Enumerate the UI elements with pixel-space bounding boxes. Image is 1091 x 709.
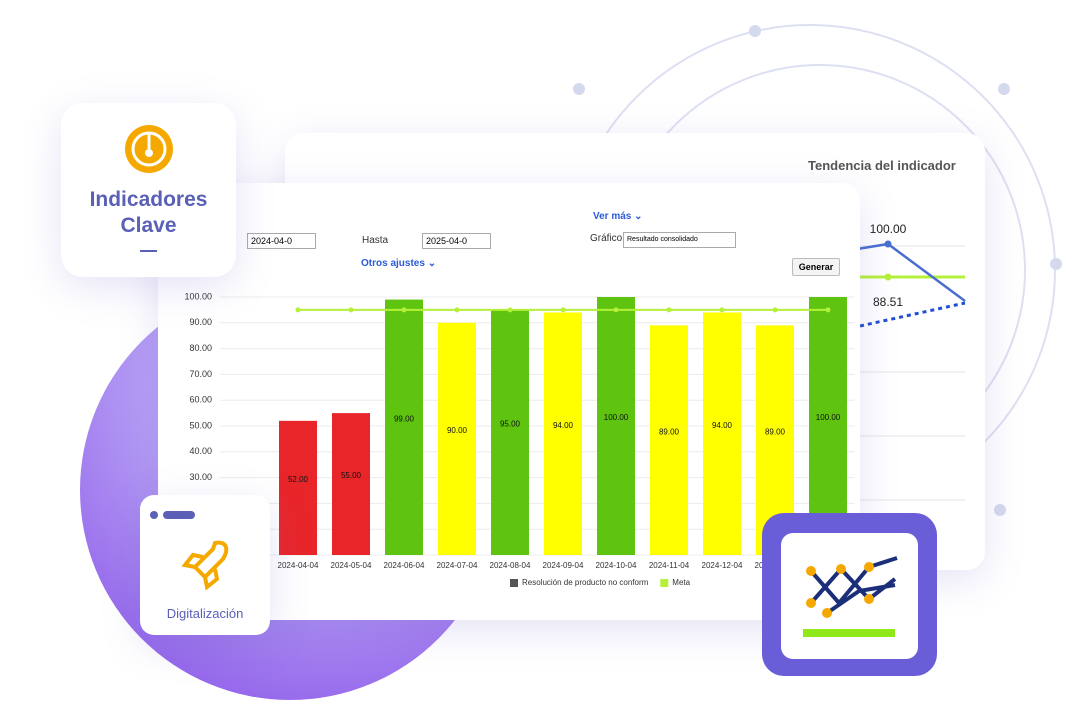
legend-label: Resolución de producto no conform <box>522 578 649 587</box>
to-date[interactable]: 2025-04-0 <box>422 233 491 249</box>
dot <box>573 83 585 95</box>
x-tick-label: 2024-06-04 <box>384 561 425 570</box>
meta-point <box>719 307 725 313</box>
y-tick-label: 40.00 <box>189 446 212 456</box>
icon-inner <box>781 533 918 659</box>
x-tick-label: 2024-08-04 <box>490 561 531 570</box>
x-tick-label: 2024-05-04 <box>331 561 372 570</box>
value-label: 89.00 <box>765 427 786 436</box>
y-tick-label: 30.00 <box>189 472 212 482</box>
badge-title: Digitalización <box>166 606 244 621</box>
rocket-icon <box>181 540 229 591</box>
chart-select[interactable]: Resultado consolidado <box>623 232 736 248</box>
x-tick-label: 2024-07-04 <box>437 561 478 570</box>
x-tick-label: 2024-04-04 <box>278 561 319 570</box>
y-tick-label: 60.00 <box>189 395 212 405</box>
legend-swatch <box>660 579 669 587</box>
meta-point <box>825 307 831 313</box>
bar <box>438 322 476 555</box>
to-label: Hasta <box>362 235 389 246</box>
pill <box>163 511 195 519</box>
value-label: 52.00 <box>288 475 309 484</box>
value-label: 95.00 <box>500 420 521 429</box>
link-text: Ver más <box>593 211 632 222</box>
value-label: 100.00 <box>816 413 841 422</box>
trend-point <box>884 273 892 281</box>
more-link[interactable]: Ver más ⌄ <box>593 211 643 222</box>
y-tick-label: 80.00 <box>189 343 212 353</box>
meta-point <box>772 307 778 313</box>
meta-point <box>666 307 672 313</box>
trend-forecast <box>859 301 966 328</box>
chart-label: Gráfico <box>590 233 623 244</box>
gauge-icon <box>125 125 173 173</box>
legend-label: Meta <box>672 578 690 587</box>
value-label: 99.00 <box>394 414 415 423</box>
settings-link[interactable]: Otros ajustes ⌄ <box>361 258 437 269</box>
bar <box>279 420 317 555</box>
panel-title: Tendencia del indicador <box>808 158 956 173</box>
link-text: Otros ajustes <box>361 258 425 269</box>
trend-icon <box>803 556 898 637</box>
dot <box>150 511 158 519</box>
bar <box>491 309 529 555</box>
meta-point <box>560 307 566 313</box>
dot <box>994 504 1006 516</box>
bar <box>809 297 847 555</box>
from-date[interactable]: 2024-04-0 <box>247 233 316 249</box>
meta-point <box>401 307 407 313</box>
bar <box>650 325 688 555</box>
y-tick-label: 70.00 <box>189 369 212 379</box>
value-label: 90.00 <box>447 426 468 435</box>
key-indicators-card: Indicadores Clave <box>61 103 236 277</box>
generate-button[interactable]: Generar <box>792 258 840 276</box>
y-tick-label: 100.00 <box>184 291 212 301</box>
trend-label: 88.51 <box>873 295 903 309</box>
y-tick-label: 90.00 <box>189 317 212 327</box>
value-label: 55.00 <box>341 471 362 480</box>
badge-title: Indicadores Clave <box>89 188 208 237</box>
trend-preview: 100.00 88.51 <box>844 222 966 501</box>
dot <box>1050 258 1062 270</box>
value-label: 100.00 <box>604 413 629 422</box>
bar <box>597 297 635 555</box>
bar <box>544 312 582 555</box>
y-tick-label: 50.00 <box>189 420 212 430</box>
bar <box>385 299 423 555</box>
trend-label: 100.00 <box>870 222 907 236</box>
x-tick-label: 2024-12-04 <box>702 561 743 570</box>
divider <box>140 250 157 252</box>
dot <box>749 25 761 37</box>
meta-point <box>507 307 513 313</box>
meta-point <box>613 307 619 313</box>
meta-point <box>454 307 460 313</box>
trend-point <box>884 240 892 248</box>
bar <box>332 413 370 555</box>
value-label: 94.00 <box>553 421 574 430</box>
x-tick-label: 2024-09-04 <box>543 561 584 570</box>
digitalization-card: Digitalización <box>140 495 270 635</box>
icon-card <box>762 513 937 676</box>
value-label: 89.00 <box>659 427 680 436</box>
value-label: 94.00 <box>712 421 733 430</box>
legend-swatch <box>510 579 518 587</box>
x-tick-label: 2024-11-04 <box>649 561 690 570</box>
bar <box>703 312 741 555</box>
x-tick-label: 2024-10-04 <box>596 561 637 570</box>
dot <box>998 83 1010 95</box>
meta-point <box>295 307 301 313</box>
meta-point <box>348 307 354 313</box>
